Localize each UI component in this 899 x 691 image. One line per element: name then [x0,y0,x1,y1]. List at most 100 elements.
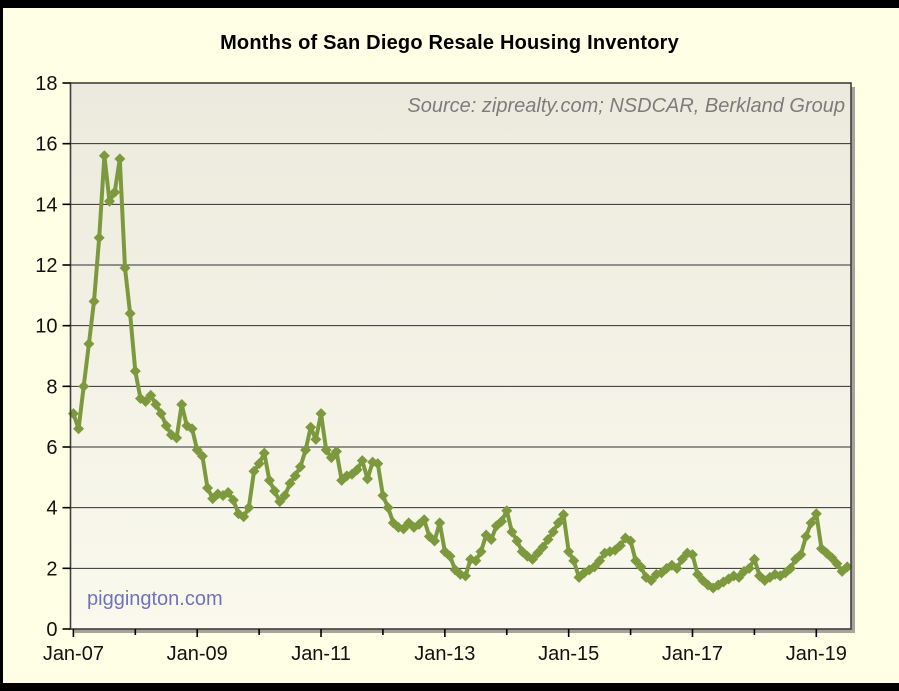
window-border-left [0,0,3,691]
y-axis-tick-label: 8 [46,376,57,398]
data-point-marker [243,502,255,514]
data-point-marker [78,380,90,392]
data-point-marker [532,547,544,559]
data-point-marker [88,295,100,307]
data-point-marker [692,568,704,580]
y-axis-tick-label: 0 [46,619,57,641]
data-point-marker [93,232,105,244]
y-axis-tick-label: 18 [35,73,57,95]
data-point-marker [310,433,322,445]
data-point-marker [645,574,657,586]
data-point-marker [372,458,384,470]
data-point-marker [594,555,606,567]
data-point-marker [279,490,291,502]
y-axis-tick-label: 12 [35,255,57,277]
data-point-marker [176,399,188,411]
data-point-marker [398,523,410,535]
data-point-marker [129,365,141,377]
data-point-marker [625,535,637,547]
data-point-marker [300,444,312,456]
data-point-marker [325,452,337,464]
data-point-marker [73,423,85,435]
data-point-marker [558,509,570,521]
data-point-marker [83,338,95,350]
data-point-marker [150,399,162,411]
data-point-marker [274,496,286,508]
data-point-marker [800,530,812,542]
data-point-marker [635,561,647,573]
data-point-marker [434,517,446,529]
data-point-marker [475,546,487,558]
data-point-marker [785,562,797,574]
data-point-marker [547,526,559,538]
data-point-marker [676,553,688,565]
data-point-marker [124,308,136,320]
window-border-top [0,0,899,8]
data-point-marker [119,262,131,274]
data-point-marker [258,447,270,459]
data-point-marker [294,461,306,473]
x-axis-tick-label: Jan-11 [291,643,351,665]
data-point-marker [831,558,843,570]
data-point-marker [145,389,157,401]
data-point-marker [537,541,549,553]
data-point-marker [289,470,301,482]
data-point-marker [202,482,214,494]
data-point-marker [196,450,208,462]
data-point-marker [614,540,626,552]
data-point-marker [527,553,539,565]
data-point-marker [315,408,327,420]
data-point-marker [588,561,600,573]
data-point-marker [810,508,822,520]
data-point-marker [485,534,497,546]
x-axis-tick-label: Jan-15 [538,643,599,665]
y-axis-tick-label: 10 [35,316,57,338]
data-point-marker [284,477,296,489]
data-point-marker [748,553,760,565]
data-point-marker [361,473,373,485]
data-point-marker [563,546,575,558]
data-point-marker [171,432,183,444]
y-axis-tick-label: 4 [46,498,57,520]
data-point-marker [191,444,203,456]
data-point-marker [841,561,853,573]
data-point-marker [826,552,838,564]
data-point-marker [263,474,275,486]
data-point-marker [496,515,508,527]
data-point-marker [671,562,683,574]
watermark-piggington: piggington.com [87,588,223,610]
y-axis-tick-label: 6 [46,437,57,459]
data-point-marker [470,555,482,567]
data-point-marker [542,534,554,546]
data-point-marker [382,502,394,514]
data-point-marker [630,555,642,567]
data-point-marker [140,396,152,407]
data-point-marker [160,420,172,432]
source-note: Source: ziprealty.com; NSDCAR, Berkland … [407,95,845,117]
x-axis-tick-label: Jan-13 [414,643,475,665]
x-axis-tick-label: Jan-19 [786,643,847,665]
data-point-marker [511,535,523,547]
data-point-marker [805,517,817,529]
y-axis-tick-label: 2 [46,558,57,580]
data-point-marker [506,526,518,538]
data-point-marker [227,494,239,506]
data-point-marker [459,570,471,582]
data-point-marker [552,517,564,529]
y-axis-tick-label: 14 [35,194,57,216]
data-point-marker [253,458,265,470]
data-point-marker [331,446,343,458]
data-point-marker [186,423,198,435]
x-axis-tick-label: Jan-07 [43,643,104,665]
data-point-marker [356,455,368,467]
data-point-marker [351,464,363,476]
data-point-marker [320,444,332,456]
data-point-marker [418,514,430,526]
data-point-marker [305,421,317,433]
plot-frame [69,82,852,630]
y-axis-tick-label: 16 [35,134,57,156]
plot-background [70,83,851,629]
data-point-marker [501,505,513,517]
